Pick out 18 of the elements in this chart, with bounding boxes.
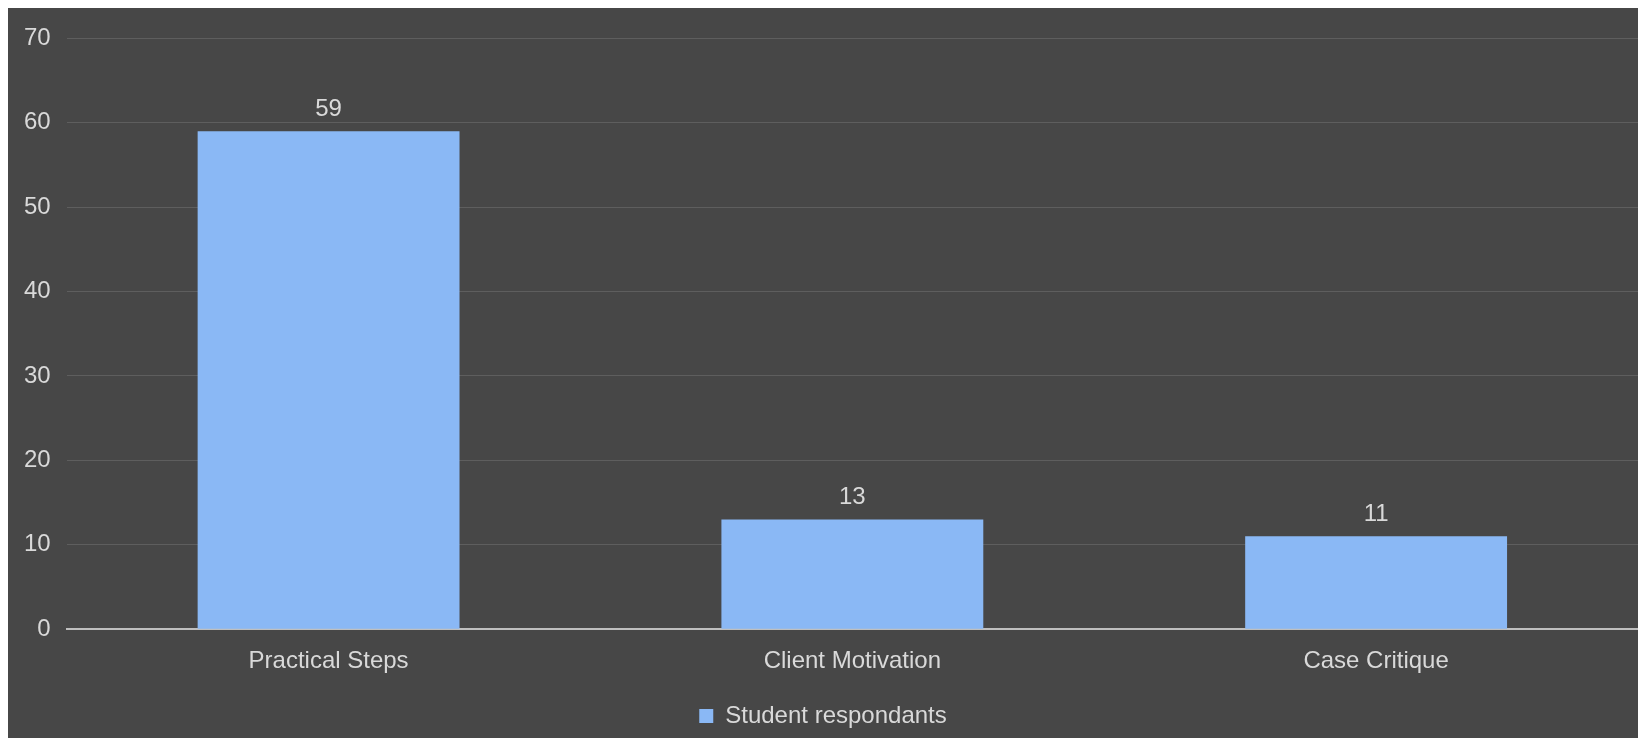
y-tick-label: 30	[23, 360, 51, 388]
x-tick-label: Practical Steps	[248, 646, 409, 674]
bar	[197, 131, 460, 629]
y-tick-label: 0	[37, 613, 51, 641]
data-label: 11	[1363, 498, 1389, 526]
data-label: 13	[839, 482, 866, 510]
bar	[721, 519, 984, 629]
y-tick-label: 60	[23, 107, 51, 135]
data-label: 59	[315, 93, 342, 121]
y-tick-label: 20	[23, 445, 51, 473]
y-tick-label: 10	[23, 529, 51, 557]
x-tick-label: Case Critique	[1303, 646, 1449, 674]
y-tick-label: 70	[23, 23, 51, 51]
bar	[1245, 536, 1508, 629]
y-tick-label: 40	[23, 276, 51, 304]
x-tick-label: Client Motivation	[763, 646, 942, 674]
y-tick-label: 50	[23, 191, 51, 219]
legend-label: Student respondants	[725, 700, 947, 728]
